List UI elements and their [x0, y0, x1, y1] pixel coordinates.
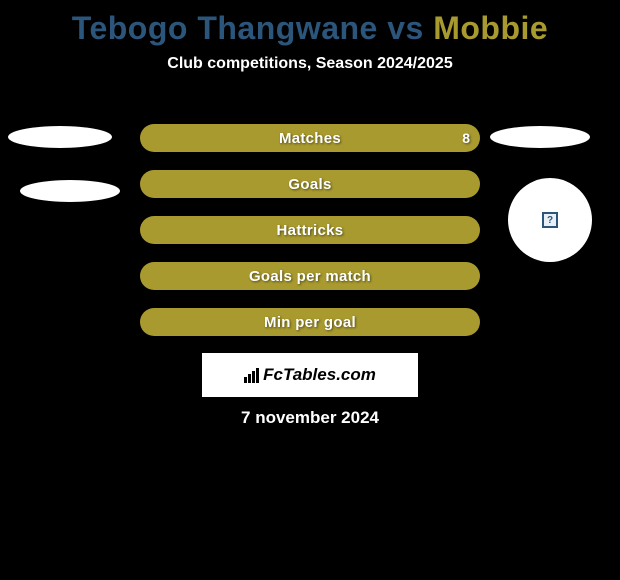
- stat-value: 8: [462, 130, 470, 146]
- subtitle: Club competitions, Season 2024/2025: [0, 55, 620, 73]
- decorative-ellipse: [8, 126, 112, 148]
- brand-logo: FcTables.com: [202, 353, 418, 397]
- stat-row: Matches 8: [140, 124, 480, 152]
- stat-label: Min per goal: [264, 314, 356, 331]
- image-placeholder-icon: [542, 212, 558, 228]
- player1-name: Tebogo Thangwane: [72, 10, 378, 46]
- stats-container: Matches 8 Goals Hattricks Goals per match Min…: [140, 124, 480, 354]
- decorative-ellipse: [20, 180, 120, 202]
- page-title: Tebogo Thangwane vs Mobbie: [0, 0, 620, 47]
- player2-name: Mobbie: [433, 10, 548, 46]
- brand-logo-text: FcTables.com: [244, 365, 376, 385]
- stat-row: Hattricks: [140, 216, 480, 244]
- vs-separator: vs: [378, 10, 433, 46]
- stat-row: Goals: [140, 170, 480, 198]
- decorative-ellipse: [490, 126, 590, 148]
- stat-label: Matches: [279, 130, 341, 147]
- stat-label: Goals: [288, 176, 331, 193]
- bars-icon: [244, 368, 259, 383]
- brand-name: FcTables.com: [263, 365, 376, 385]
- stat-label: Goals per match: [249, 268, 371, 285]
- player-avatar: [508, 178, 592, 262]
- date-text: 7 november 2024: [0, 408, 620, 428]
- stat-row: Min per goal: [140, 308, 480, 336]
- stat-label: Hattricks: [277, 222, 344, 239]
- stat-row: Goals per match: [140, 262, 480, 290]
